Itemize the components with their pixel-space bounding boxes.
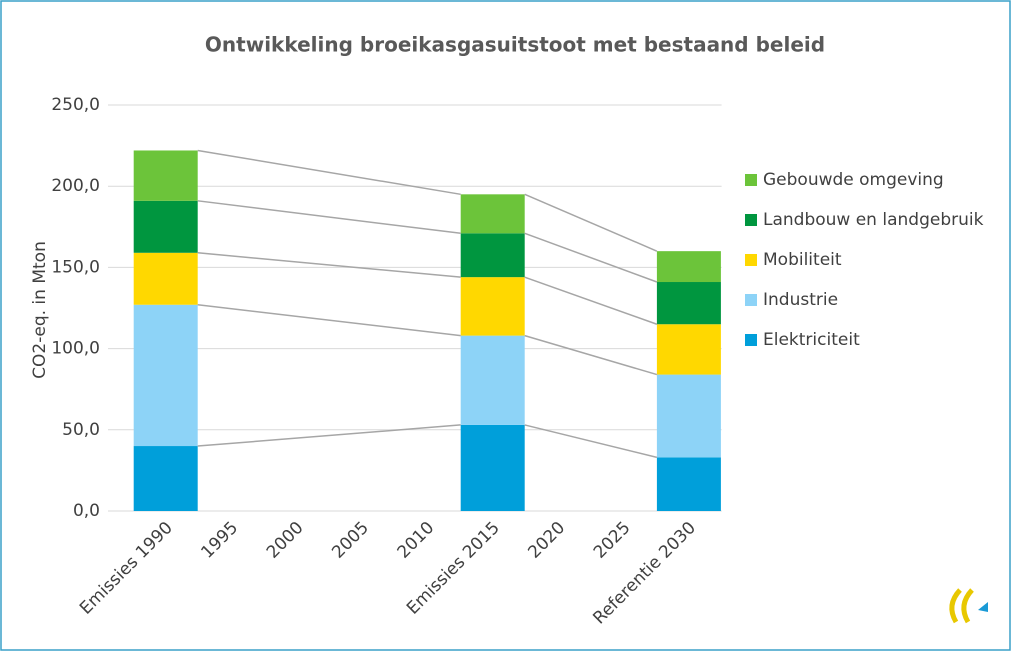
bar-segment <box>133 252 198 305</box>
bar-segment <box>133 150 198 201</box>
bar-segment <box>656 457 721 511</box>
legend-swatch <box>745 214 757 226</box>
series-line <box>197 304 461 337</box>
bar-segment <box>460 424 525 511</box>
legend-label: Elektriciteit <box>763 330 860 350</box>
legend-label: Mobiliteit <box>763 250 842 270</box>
y-tick-label: 50,0 <box>62 420 100 440</box>
bar-segment <box>133 304 198 447</box>
legend-label: Gebouwde omgeving <box>763 170 944 190</box>
series-line <box>197 424 461 447</box>
series-line <box>197 200 461 235</box>
bar-segment <box>656 251 721 283</box>
bar-segment <box>133 200 198 253</box>
bar-segment <box>656 374 721 458</box>
series-line <box>524 232 658 283</box>
bar-segment <box>656 324 721 375</box>
chart-title: Ontwikkeling broeikasgasuitstoot met bes… <box>205 33 825 57</box>
series-line <box>197 252 461 278</box>
y-tick-label: 250,0 <box>51 95 100 115</box>
legend-label: Landbouw en landgebruik <box>763 210 984 230</box>
y-tick-label: 150,0 <box>51 257 100 277</box>
bar-segment <box>460 277 525 336</box>
legend-label: Industrie <box>763 290 838 310</box>
bar-segment <box>133 446 198 511</box>
series-line <box>524 193 658 252</box>
legend-swatch <box>745 334 757 346</box>
legend-swatch <box>745 254 757 266</box>
series-line <box>524 424 658 459</box>
series-line <box>524 276 658 325</box>
y-tick-label: 200,0 <box>51 176 100 196</box>
legend-swatch <box>745 294 757 306</box>
bar-segment <box>656 282 721 325</box>
series-line <box>197 149 461 196</box>
logo <box>949 588 988 624</box>
y-tick-label: 0,0 <box>73 501 100 521</box>
bar-segment <box>460 194 525 234</box>
legend-swatch <box>745 174 757 186</box>
bar-segment <box>460 335 525 425</box>
series-line <box>524 334 658 376</box>
y-axis-label: CO2-eq. in Mton <box>30 241 50 379</box>
y-tick-label: 100,0 <box>51 339 100 359</box>
bar-segment <box>460 233 525 278</box>
